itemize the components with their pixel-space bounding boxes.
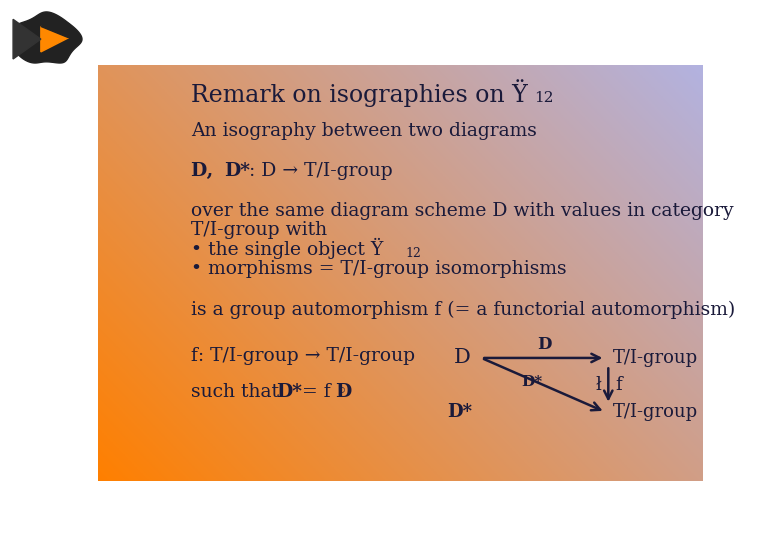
Text: f: T/I-group → T/I-group: f: T/I-group → T/I-group bbox=[191, 347, 415, 365]
Text: • the single object Ÿ: • the single object Ÿ bbox=[191, 238, 384, 259]
Text: D: D bbox=[335, 383, 351, 401]
Polygon shape bbox=[16, 12, 82, 63]
Text: over the same diagram scheme D with values in category: over the same diagram scheme D with valu… bbox=[191, 202, 734, 220]
Text: : D → T/I-group: : D → T/I-group bbox=[243, 162, 392, 180]
Text: T/I-group with: T/I-group with bbox=[191, 221, 328, 239]
Text: ł: ł bbox=[595, 376, 601, 394]
Text: such that: such that bbox=[191, 383, 285, 401]
Text: An isography between two diagrams: An isography between two diagrams bbox=[191, 123, 537, 140]
Polygon shape bbox=[13, 19, 41, 59]
Text: D: D bbox=[454, 348, 470, 367]
Text: is a group automorphism f (= a functorial automorphism): is a group automorphism f (= a functoria… bbox=[191, 301, 736, 319]
Text: • morphisms = T/I-group isomorphisms: • morphisms = T/I-group isomorphisms bbox=[191, 260, 567, 278]
Text: D,: D, bbox=[191, 162, 226, 180]
Text: Remark on isographies on Ÿ: Remark on isographies on Ÿ bbox=[191, 79, 528, 107]
Polygon shape bbox=[41, 24, 69, 38]
Text: D*: D* bbox=[447, 403, 473, 421]
Text: D*: D* bbox=[276, 383, 302, 401]
Polygon shape bbox=[41, 26, 69, 52]
Text: = f ◦: = f ◦ bbox=[296, 383, 353, 401]
Text: 12: 12 bbox=[405, 247, 421, 260]
Text: T/I-group: T/I-group bbox=[613, 349, 698, 367]
Text: 12: 12 bbox=[534, 91, 554, 105]
Text: D*: D* bbox=[521, 375, 542, 389]
Text: D: D bbox=[537, 336, 552, 353]
Text: T/I-group: T/I-group bbox=[613, 403, 698, 421]
Text: f: f bbox=[615, 376, 622, 394]
Text: D*: D* bbox=[225, 162, 250, 180]
